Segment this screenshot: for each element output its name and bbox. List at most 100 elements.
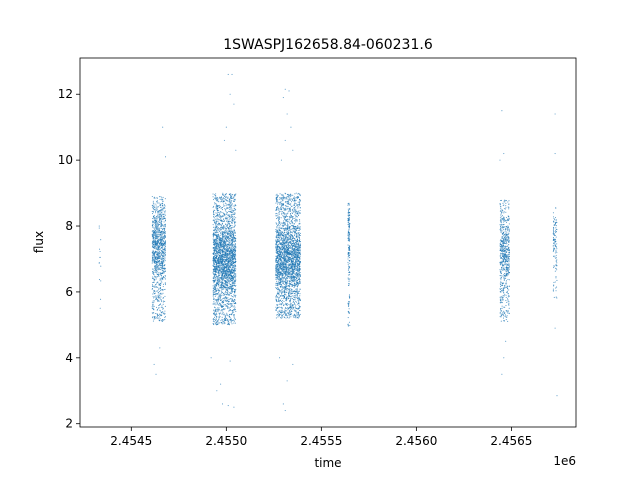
data-point: [234, 309, 236, 311]
data-point: [283, 255, 285, 257]
data-point: [212, 247, 214, 249]
data-point: [219, 304, 221, 306]
data-point: [214, 229, 216, 231]
data-point: [297, 308, 299, 310]
data-point: [152, 217, 155, 219]
data-point: [229, 239, 231, 242]
data-point: [159, 262, 161, 264]
data-point: [212, 319, 214, 321]
data-point: [231, 231, 233, 233]
data-point: [234, 261, 236, 264]
data-point: [291, 307, 293, 310]
data-point: [218, 276, 220, 278]
data-point: [218, 235, 220, 237]
data-point: [214, 268, 216, 270]
data-point: [163, 297, 165, 299]
data-point: [234, 317, 236, 319]
data-point: [232, 261, 234, 264]
data-point: [156, 242, 158, 244]
data-point: [232, 220, 234, 222]
data-point: [155, 297, 157, 299]
data-point: [234, 212, 236, 214]
data-point: [220, 228, 222, 230]
data-point: [231, 256, 233, 259]
data-point: [157, 292, 159, 294]
data-point: [155, 247, 157, 249]
data-point: [221, 200, 223, 202]
data-point: [212, 259, 214, 262]
data-point: [234, 274, 236, 276]
data-point: [216, 248, 219, 250]
data-point: [157, 254, 159, 256]
data-point: [232, 240, 234, 242]
data-point: [224, 227, 226, 229]
data-point: [228, 249, 230, 251]
data-point: [215, 270, 217, 273]
data-point: [228, 270, 230, 272]
data-point: [233, 277, 235, 279]
data-point: [152, 238, 154, 240]
data-point: [216, 210, 218, 212]
data-point: [280, 198, 282, 200]
data-point: [234, 282, 236, 284]
data-point: [157, 273, 159, 275]
data-point: [162, 252, 164, 254]
data-point: [275, 218, 278, 220]
data-point: [161, 312, 163, 314]
data-point: [223, 270, 225, 272]
data-point: [296, 291, 298, 294]
data-point: [163, 238, 165, 240]
data-point: [228, 288, 230, 290]
data-point: [156, 267, 158, 269]
data-point: [232, 253, 234, 255]
data-point: [226, 273, 228, 275]
data-point: [229, 261, 231, 263]
data-point: [283, 283, 285, 286]
data-point: [229, 286, 231, 288]
data-point: [163, 245, 165, 247]
data-point: [225, 203, 227, 205]
data-point: [219, 227, 221, 230]
data-point: [221, 323, 223, 325]
data-point: [232, 235, 234, 237]
data-point: [162, 283, 165, 285]
data-point: [297, 229, 299, 232]
data-point: [297, 214, 300, 216]
data-point: [229, 309, 231, 311]
data-point: [159, 198, 161, 200]
data-point: [233, 281, 235, 283]
data-point: [152, 272, 154, 274]
data-point: [233, 278, 235, 280]
data-point: [298, 196, 300, 199]
data-point: [231, 228, 233, 230]
data-point: [296, 232, 298, 234]
data-point: [228, 286, 230, 288]
data-point: [154, 279, 156, 281]
data-point: [153, 238, 155, 240]
data-point: [277, 316, 279, 318]
data-point: [226, 212, 229, 214]
data-point: [227, 228, 230, 230]
data-point: [159, 269, 161, 271]
data-point: [220, 244, 222, 246]
data-point: [227, 278, 229, 280]
data-point: [292, 301, 294, 303]
data-point: [158, 272, 160, 274]
data-point: [161, 236, 163, 238]
data-point: [281, 233, 283, 235]
data-point: [164, 242, 166, 244]
data-point: [229, 207, 231, 209]
data-point: [216, 213, 218, 215]
data-point: [293, 204, 295, 206]
data-point: [230, 260, 232, 262]
data-point: [162, 292, 164, 294]
data-point: [222, 218, 225, 220]
data-point: [157, 317, 159, 319]
data-point: [158, 284, 160, 286]
data-point: [163, 249, 165, 251]
data-point: [217, 229, 219, 231]
data-point: [230, 321, 232, 323]
data-point: [222, 283, 224, 285]
data-point: [152, 278, 154, 280]
data-point: [160, 273, 162, 275]
